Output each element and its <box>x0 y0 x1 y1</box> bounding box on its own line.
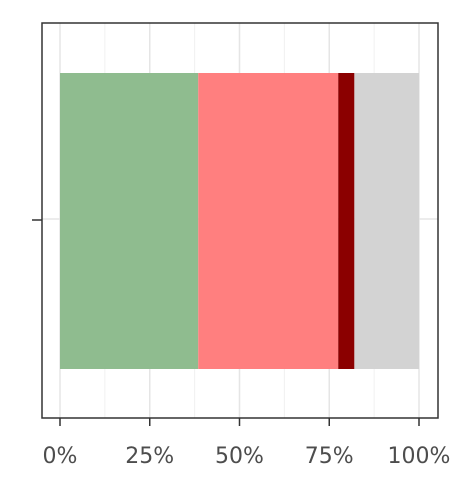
bar-segment <box>60 73 199 369</box>
x-tick-label: 0% <box>43 444 78 469</box>
x-axis-ticks <box>59 418 420 426</box>
bar-segment <box>354 73 419 369</box>
x-axis-tick-labels: 0% 25% 50% 75% 100% <box>43 444 451 469</box>
bar-segment <box>198 73 339 369</box>
bar-segment <box>338 73 355 369</box>
x-tick-label: 75% <box>305 444 354 469</box>
x-tick-label: 25% <box>125 444 174 469</box>
x-tick-label: 100% <box>388 444 451 469</box>
bar-segments <box>60 73 419 369</box>
x-tick-label: 50% <box>215 444 264 469</box>
